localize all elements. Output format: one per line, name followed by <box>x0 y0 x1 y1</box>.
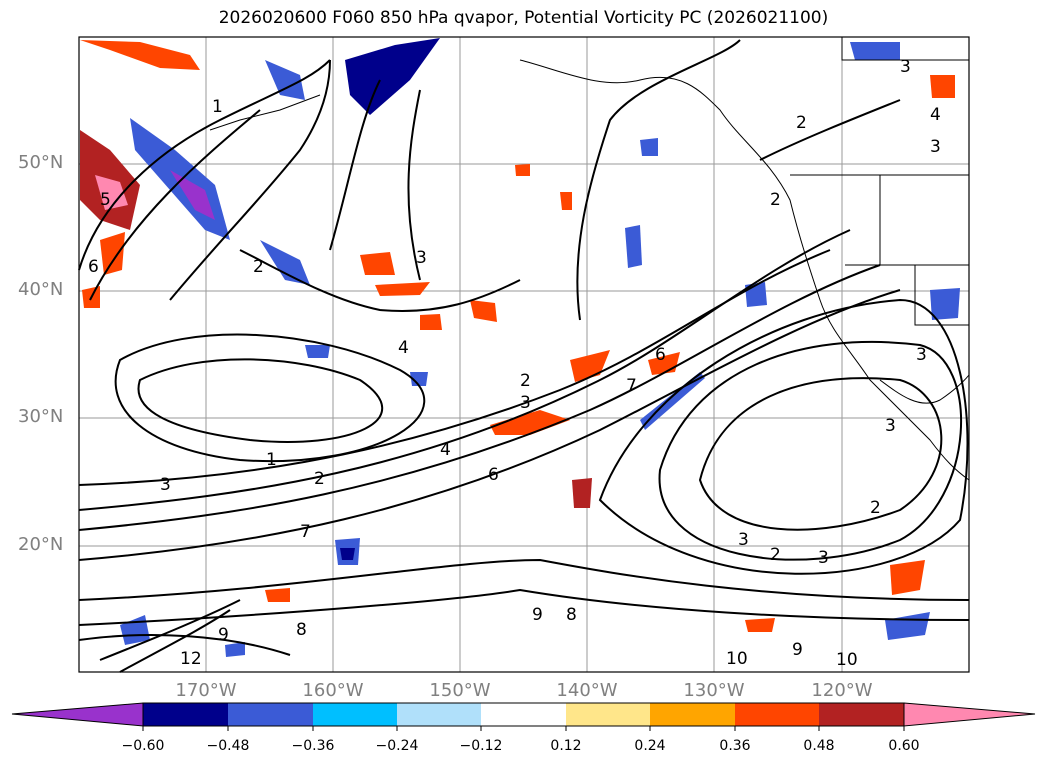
lon-label: 120°W <box>811 680 873 701</box>
coastlines <box>209 37 970 481</box>
colorbar-bin <box>397 703 481 726</box>
colorbar-tick-label: 0.36 <box>719 738 751 754</box>
colorbar <box>11 702 1036 731</box>
colorbar-tick-label: 0.24 <box>634 738 666 754</box>
colorbar-bin <box>228 703 313 726</box>
contour-label: 2 <box>796 113 807 133</box>
contour-label: 6 <box>655 345 666 365</box>
contour-label: 1 <box>212 97 223 117</box>
pv-fill-top-navy <box>345 38 440 115</box>
gridlines <box>79 37 969 672</box>
lat-label: 50°N <box>18 152 64 173</box>
lon-label: 140°W <box>556 680 618 701</box>
colorbar-tick-label: −0.60 <box>121 738 165 754</box>
colorbar-extend-right <box>903 702 1036 727</box>
contour-label: 3 <box>416 248 427 268</box>
anomaly-fills <box>80 38 960 657</box>
contour-label: 10 <box>726 649 748 669</box>
contour-label: 10 <box>836 650 858 670</box>
contour-label: 2 <box>253 257 264 277</box>
contour-label: 9 <box>792 640 803 660</box>
contour-label: 7 <box>626 376 637 396</box>
colorbar-bin <box>566 703 650 726</box>
contour-label: 5 <box>100 190 111 210</box>
contour-label: 4 <box>440 440 451 460</box>
colorbar-extend-left <box>11 702 144 727</box>
colorbar-bin <box>481 703 566 726</box>
contour-label: 6 <box>488 465 499 485</box>
colorbar-bin <box>735 703 819 726</box>
contour-label: 3 <box>900 57 911 77</box>
map-border <box>78 36 970 673</box>
colorbar-tick-label: −0.24 <box>375 738 419 754</box>
contour-label: 8 <box>296 620 307 640</box>
contour-label: 7 <box>300 522 311 542</box>
colorbar-tick-label: −0.48 <box>206 738 250 754</box>
colorbar-tick-label: 0.48 <box>803 738 835 754</box>
lon-label: 160°W <box>302 680 364 701</box>
colorbar-tick-label: −0.36 <box>291 738 335 754</box>
map-title: 2026020600 F060 850 hPa qvapor, Potentia… <box>218 8 829 28</box>
contour-label: 3 <box>520 393 531 413</box>
colorbar-tick-label: 0.60 <box>888 738 920 754</box>
contour-label: 1 <box>266 450 277 470</box>
contour-lines <box>78 39 970 673</box>
colorbar-bin <box>143 703 228 726</box>
contour-label: 2 <box>770 545 781 565</box>
lon-label: 170°W <box>175 680 237 701</box>
map-panel: 1 2 3 4 5 6 7 8 9 10 12 1 2 2 3 4 6 6 7 … <box>78 36 970 673</box>
lon-label: 150°W <box>429 680 491 701</box>
contour-label: 3 <box>930 137 941 157</box>
colorbar-tick-label: −0.12 <box>459 738 503 754</box>
colorbar-tick-label: 0.12 <box>550 738 582 754</box>
contour-label: 2 <box>870 498 881 518</box>
contour-label: 8 <box>566 605 577 625</box>
contour-label: 4 <box>398 338 409 358</box>
contour-label-group: 1 2 3 4 5 6 7 8 9 10 12 1 2 2 3 4 6 6 7 … <box>88 57 941 670</box>
contour-label: 3 <box>885 416 896 436</box>
pv-fill-mid-orange <box>490 410 570 435</box>
contour-label: 3 <box>160 475 171 495</box>
contour-label: 3 <box>738 530 749 550</box>
contour-label: 2 <box>520 371 531 391</box>
contour-label: 4 <box>930 105 941 125</box>
lat-label: 20°N <box>18 534 64 555</box>
contour-label: 2 <box>314 469 325 489</box>
lon-label: 130°W <box>683 680 745 701</box>
contour-label: 3 <box>916 345 927 365</box>
pv-fill-top-left-red <box>80 40 200 70</box>
contour-label: 2 <box>770 190 781 210</box>
colorbar-bin <box>650 703 735 726</box>
contour-label: 3 <box>818 548 829 568</box>
lat-label: 30°N <box>18 406 64 427</box>
contour-label: 12 <box>180 649 202 669</box>
colorbar-bin <box>313 703 397 726</box>
contour-label: 9 <box>532 605 543 625</box>
contour-label: 9 <box>218 625 229 645</box>
colorbar-bin <box>819 703 904 726</box>
lat-label: 40°N <box>18 279 64 300</box>
contour-label: 6 <box>88 257 99 277</box>
